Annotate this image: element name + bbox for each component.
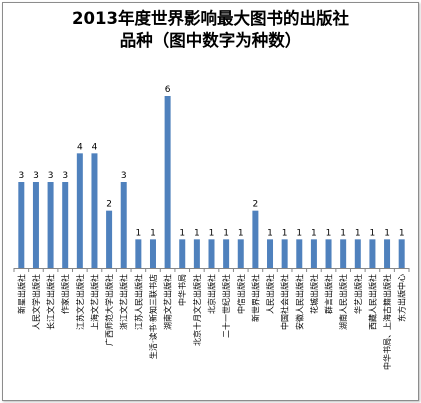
chart-title-line-1: 2013年度世界影响最大图书的出版社 [72, 9, 349, 28]
bar [340, 239, 347, 268]
data-label: 3 [18, 171, 24, 181]
category-label: 中华书局 [177, 274, 187, 306]
data-label: 1 [355, 228, 361, 238]
category-label: 中华书局、上海古籍出版社 [382, 274, 392, 370]
bar [106, 210, 113, 268]
category-label: 上海文艺出版社 [89, 274, 99, 330]
data-label: 2 [253, 200, 259, 210]
bar [369, 239, 376, 268]
bar [91, 153, 98, 268]
bar [208, 239, 215, 268]
data-label: 3 [33, 171, 39, 181]
data-label: 3 [121, 171, 127, 181]
category-label: 二十一世纪出版社 [221, 274, 231, 338]
data-label: 3 [62, 171, 68, 181]
data-label: 6 [165, 85, 171, 95]
category-label: 江苏文艺出版社 [75, 274, 85, 330]
bar [179, 239, 186, 268]
data-label: 4 [92, 142, 98, 152]
category-label: 人民文学出版社 [31, 274, 41, 330]
category-label: 生活·读书·新知三联书店 [148, 274, 158, 359]
category-label: 中信出版社 [236, 274, 246, 314]
bar [149, 239, 156, 268]
data-label: 1 [370, 228, 376, 238]
data-label: 1 [209, 228, 215, 238]
bar [135, 239, 142, 268]
category-label: 群言出版社 [324, 274, 334, 314]
data-label: 1 [282, 228, 288, 238]
data-label: 1 [194, 228, 200, 238]
category-label: 江苏人民出版社 [133, 274, 143, 330]
data-label: 1 [223, 228, 229, 238]
category-label: 新世界出版社 [250, 274, 260, 322]
data-label: 1 [340, 228, 346, 238]
category-label: 湖南文艺出版社 [163, 274, 173, 330]
data-label: 3 [48, 171, 54, 181]
category-label: 花城出版社 [309, 274, 319, 314]
bar [281, 239, 288, 268]
data-label: 1 [399, 228, 405, 238]
plot-area: 3 新星出版社 3 人民文学出版社 3 长江文艺出版社 3 作家出版社 4 江苏文艺出版社 4 上海文… [13, 85, 410, 370]
data-label: 1 [150, 228, 156, 238]
category-label: 作家出版社 [60, 274, 70, 314]
chart-title: 2013年度世界影响最大图书的出版社 品种（图中数字为种数） [0, 8, 421, 52]
data-label: 1 [384, 228, 390, 238]
bar [32, 182, 39, 268]
category-label: 中国社会出版社 [280, 274, 290, 330]
bar [62, 182, 69, 268]
bar [47, 182, 54, 268]
category-label: 湖南人民出版社 [338, 274, 348, 330]
category-label: 广西师范大学出版社 [104, 274, 114, 346]
bar [296, 239, 303, 268]
bar [164, 96, 171, 268]
bar [237, 239, 244, 268]
bar [120, 182, 127, 268]
bar [354, 239, 361, 268]
bar [18, 182, 25, 268]
chart-title-line-2: 品种（图中数字为种数） [119, 31, 302, 50]
bar [76, 153, 83, 268]
data-label: 1 [135, 228, 141, 238]
bar [223, 239, 230, 268]
bar [325, 239, 332, 268]
category-label: 人民出版社 [265, 274, 275, 314]
category-label: 安徽人民出版社 [294, 274, 304, 330]
category-label: 东方出版中心 [397, 274, 407, 322]
data-label: 1 [267, 228, 273, 238]
category-label: 新星出版社 [16, 274, 26, 314]
data-label: 1 [296, 228, 302, 238]
bar [398, 239, 405, 268]
bar [252, 210, 259, 268]
data-label: 2 [106, 200, 112, 210]
bar [384, 239, 391, 268]
category-label: 长江文艺出版社 [46, 274, 56, 330]
bar [193, 239, 200, 268]
category-label: 西藏人民出版社 [367, 274, 377, 330]
data-label: 1 [311, 228, 317, 238]
data-label: 1 [326, 228, 332, 238]
data-label: 1 [238, 228, 244, 238]
data-label: 4 [77, 142, 83, 152]
data-label: 1 [179, 228, 185, 238]
category-label: 华艺出版社 [353, 274, 363, 314]
bar [310, 239, 317, 268]
category-label: 北京出版社 [207, 274, 217, 314]
category-label: 北京十月文艺出版社 [192, 274, 202, 346]
bar [267, 239, 274, 268]
category-label: 浙江文艺出版社 [119, 274, 129, 330]
